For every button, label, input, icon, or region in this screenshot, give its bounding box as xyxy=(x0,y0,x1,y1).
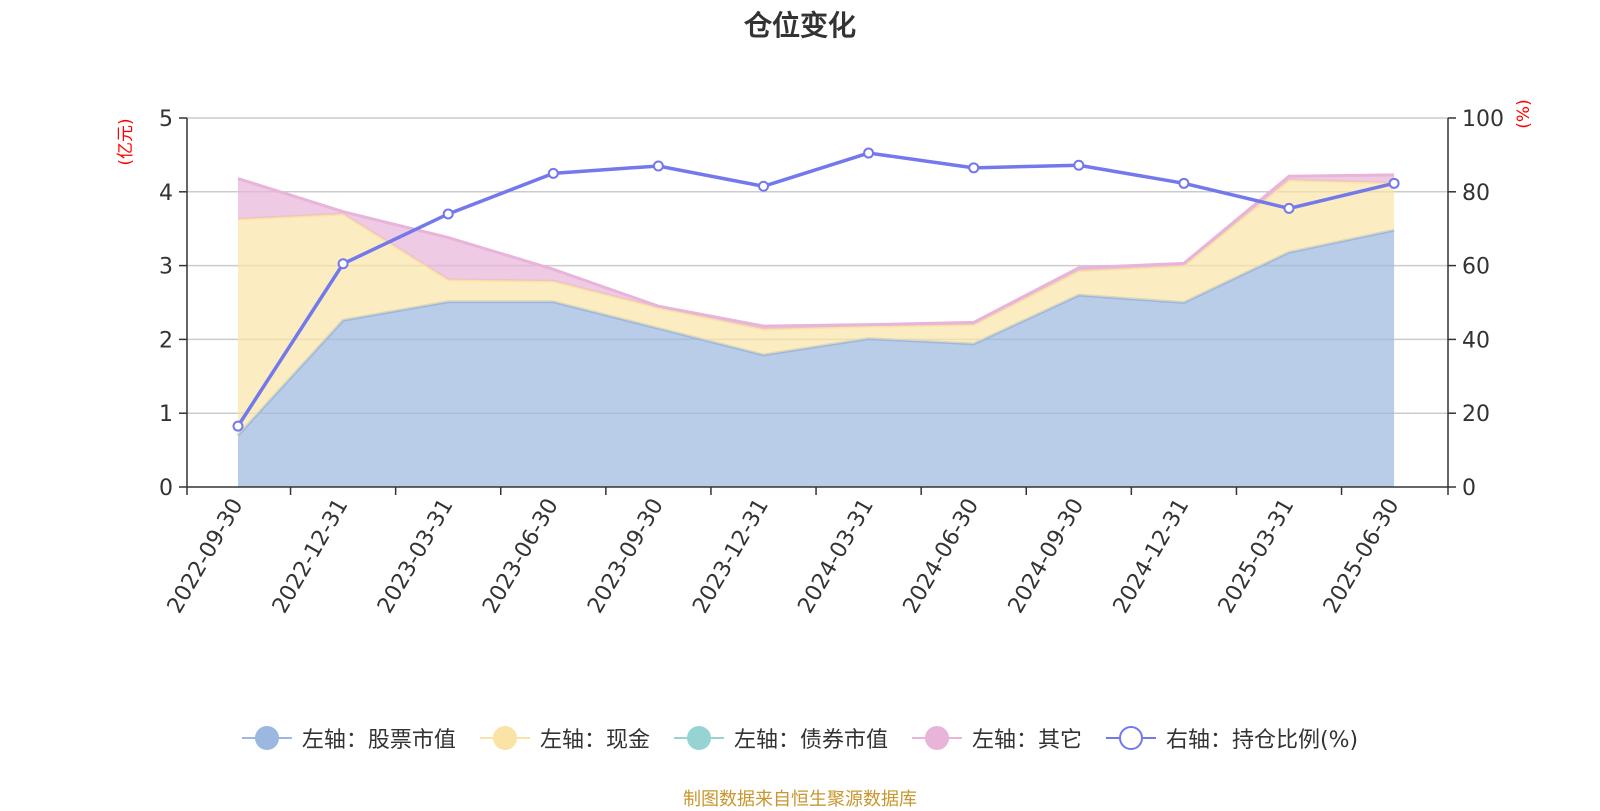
left-tick-label: 0 xyxy=(159,476,173,501)
line-point xyxy=(1283,202,1295,214)
line-point xyxy=(1178,177,1190,189)
legend: 左轴：股票市值 左轴：现金 左轴：债券市值 左轴：其它 右轴：持仓比例(%) xyxy=(0,722,1600,754)
legend-item[interactable]: 左轴：股票市值 xyxy=(241,722,456,754)
right-tick-label: 80 xyxy=(1462,181,1490,206)
legend-label: 左轴：现金 xyxy=(539,728,650,753)
chart-title: 仓位变化 xyxy=(743,9,856,42)
line-point xyxy=(337,258,349,270)
right-tick-label: 60 xyxy=(1462,255,1490,280)
x-tick-label: 2022-12-31 xyxy=(268,495,354,618)
left-tick-label: 3 xyxy=(159,255,173,280)
area-edge-series-3 xyxy=(237,173,1395,328)
right-tick-label: 100 xyxy=(1462,107,1504,132)
legend-label: 右轴：持仓比例(%) xyxy=(1165,728,1359,753)
area-series-0 xyxy=(238,230,1395,487)
line-point xyxy=(652,160,664,172)
area-series-3 xyxy=(238,174,1395,330)
x-tick-label: 2023-09-30 xyxy=(583,495,669,618)
x-tick-label: 2023-06-30 xyxy=(478,495,564,618)
legend-swatch-icon xyxy=(911,726,962,750)
x-tick-label: 2024-12-31 xyxy=(1109,495,1195,618)
left-tick-label: 4 xyxy=(159,181,173,206)
x-tick-label: 2023-03-31 xyxy=(373,495,459,618)
x-tick-label: 2024-09-30 xyxy=(1004,495,1090,618)
legend-item[interactable]: 左轴：债券市值 xyxy=(673,722,888,754)
legend-item[interactable]: 左轴：其它 xyxy=(911,722,1082,754)
right-tick-label: 0 xyxy=(1462,476,1476,501)
right-tick-label: 40 xyxy=(1462,328,1490,353)
left-tick-label: 1 xyxy=(159,402,173,427)
x-tick-label: 2025-03-31 xyxy=(1214,495,1300,618)
line-point xyxy=(547,167,559,179)
legend-label: 左轴：债券市值 xyxy=(733,728,888,753)
legend-label: 左轴：其它 xyxy=(971,728,1082,753)
line-point xyxy=(863,147,875,159)
x-tick-label: 2024-06-30 xyxy=(899,494,985,617)
left-tick-label: 5 xyxy=(159,107,173,132)
legend-label: 左轴：股票市值 xyxy=(301,728,456,753)
line-point xyxy=(1073,159,1085,171)
x-tick-label: 2025-06-30 xyxy=(1319,495,1405,618)
legend-swatch-icon xyxy=(673,726,724,750)
legend-swatch-icon xyxy=(1105,726,1156,750)
left-axis-unit: (亿元) xyxy=(116,118,136,165)
legend-swatch-icon xyxy=(479,726,530,750)
line-point xyxy=(442,208,454,220)
legend-swatch-icon xyxy=(241,726,292,750)
x-tick-label: 2024-03-31 xyxy=(793,495,879,618)
legend-item[interactable]: 右轴：持仓比例(%) xyxy=(1105,722,1359,754)
x-tick-label: 2022-09-30 xyxy=(163,495,249,618)
right-tick-label: 20 xyxy=(1462,402,1490,427)
legend-item[interactable]: 左轴：现金 xyxy=(479,722,650,754)
source-note: 制图数据来自恒生聚源数据库 xyxy=(683,789,917,810)
x-tick-label: 2023-12-31 xyxy=(688,495,774,618)
line-point xyxy=(758,180,769,192)
right-axis-unit: (%) xyxy=(1514,99,1534,128)
line-series-holding-ratio xyxy=(236,151,1395,428)
line-point xyxy=(1388,177,1400,189)
line-point xyxy=(232,420,244,432)
left-tick-label: 2 xyxy=(159,328,173,353)
line-point xyxy=(968,162,980,174)
